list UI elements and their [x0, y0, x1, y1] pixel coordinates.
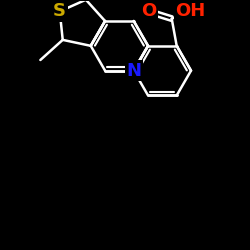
Text: O: O: [141, 2, 156, 21]
Text: OH: OH: [175, 2, 206, 21]
Text: S: S: [53, 2, 66, 21]
Text: N: N: [126, 62, 141, 80]
